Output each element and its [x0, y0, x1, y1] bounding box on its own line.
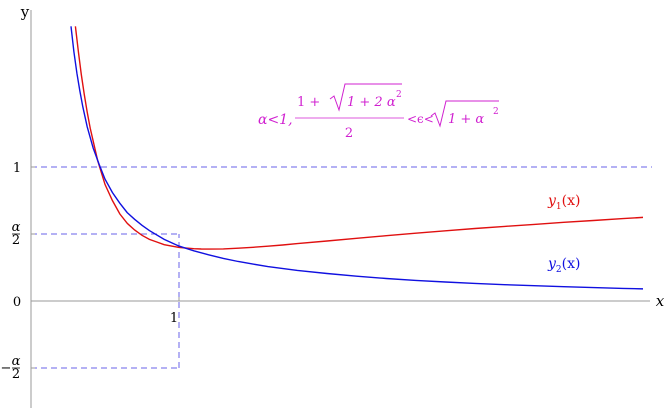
y-tick-sign-3: − — [1, 361, 12, 376]
y-tick-num-3: α — [12, 354, 21, 369]
series-label-1: y1(x) — [547, 193, 580, 212]
y-tick-den-3: 2 — [12, 367, 20, 382]
series-line-1 — [74, 26, 643, 250]
annotation-inequality: <ϵ< — [407, 112, 434, 126]
y-tick-label-0: 1 — [13, 161, 21, 176]
y-axis-title: y — [20, 3, 30, 21]
annotation-radicand-2: 1 + α — [448, 112, 484, 127]
x-tick-label-0: 1 — [170, 311, 178, 326]
series-labels: y1(x) y2(x) — [547, 193, 580, 275]
y-tick-label-2: 0 — [13, 295, 21, 310]
x-tick-labels: 1 — [170, 297, 180, 326]
annotation-exponent-1: 2 — [396, 90, 402, 100]
y-tick-den-1: 2 — [12, 233, 20, 248]
x-axis-title: x — [656, 292, 664, 310]
condition-annotation: α<1, 1 + 1 + 2 α 2 2 <ϵ< 1 + α 2 — [258, 83, 499, 141]
annotation-radical-2 — [430, 100, 499, 128]
y-tick-num-1: α — [12, 220, 21, 235]
annotation-numerator-lead: 1 + — [297, 95, 320, 110]
series-label-2: y2(x) — [547, 256, 580, 275]
y-tick-label-1: α2 — [12, 220, 21, 248]
annotation-radical-1 — [329, 83, 402, 112]
series-lines — [70, 26, 643, 290]
annotation-exponent-2: 2 — [493, 107, 499, 117]
series-line-2 — [70, 26, 643, 290]
y-tick-label-3: − α2 — [1, 354, 21, 382]
annotation-condition: α<1, — [258, 112, 293, 128]
annotation-radicand-1: 1 + 2 α — [347, 95, 396, 110]
annotation-denominator: 2 — [345, 126, 353, 141]
